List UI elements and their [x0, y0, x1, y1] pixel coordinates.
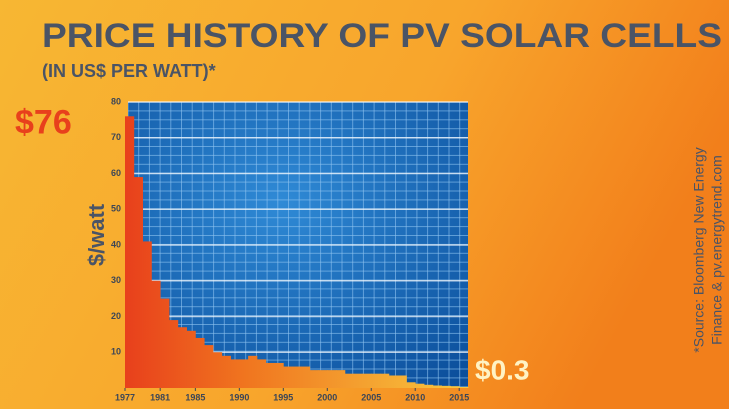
price-step	[318, 370, 327, 388]
price-step	[310, 370, 319, 388]
price-step	[125, 116, 134, 388]
chart-title: PRICE HISTORY OF PV SOLAR CELLS	[42, 17, 722, 55]
price-step	[389, 375, 398, 388]
x-tick-label: 2015	[449, 392, 469, 402]
x-tick-label: 1990	[229, 392, 249, 402]
source-note: Finance & pv.energytrend.com	[709, 155, 725, 345]
y-tick-label: 30	[111, 275, 121, 285]
x-tick-label: 2010	[405, 392, 425, 402]
y-tick-label: 40	[111, 239, 121, 249]
price-step	[143, 241, 152, 388]
price-step	[459, 387, 468, 388]
y-tick-label: 20	[111, 311, 121, 321]
price-step	[204, 345, 213, 388]
price-step	[134, 177, 143, 388]
price-step	[239, 359, 248, 388]
y-tick-label: 50	[111, 204, 121, 214]
price-step	[415, 384, 424, 388]
price-step	[450, 386, 459, 388]
value-label: $76	[15, 103, 72, 141]
price-step	[266, 363, 275, 388]
price-step	[398, 375, 407, 388]
value-label: $0.3	[475, 354, 530, 385]
price-step	[160, 299, 169, 388]
y-tick-label: 10	[111, 347, 121, 357]
price-step	[257, 359, 266, 388]
price-step	[169, 320, 178, 388]
price-step	[442, 386, 451, 388]
y-tick-label: 80	[111, 96, 121, 106]
x-tick-label: 1977	[115, 392, 135, 402]
chart-subtitle: (IN US$ PER WATT)*	[42, 61, 216, 81]
price-step	[433, 385, 442, 388]
y-tick-label: 60	[111, 168, 121, 178]
price-step	[213, 352, 222, 388]
price-step	[248, 356, 257, 388]
price-step	[345, 374, 354, 388]
x-tick-label: 1981	[150, 392, 170, 402]
price-step	[231, 359, 240, 388]
x-tick-label: 2000	[317, 392, 337, 402]
price-step	[283, 367, 292, 388]
price-step	[151, 281, 160, 388]
price-step	[354, 374, 363, 388]
price-step	[222, 356, 231, 388]
price-step	[275, 363, 284, 388]
source-note: *Source: Bloomberg New Energy	[691, 147, 707, 352]
x-tick-label: 1985	[185, 392, 205, 402]
price-step	[406, 382, 415, 388]
price-step	[178, 327, 187, 388]
price-step	[187, 331, 196, 388]
price-step	[195, 338, 204, 388]
price-step	[292, 367, 301, 388]
x-tick-label: 2005	[361, 392, 381, 402]
price-step	[301, 367, 310, 388]
price-step	[327, 370, 336, 388]
price-step	[336, 370, 345, 388]
y-axis-label: $/watt	[84, 203, 109, 266]
y-tick-label: 70	[111, 132, 121, 142]
price-step	[362, 374, 371, 388]
price-step	[380, 374, 389, 388]
price-step	[371, 374, 380, 388]
price-step	[424, 385, 433, 388]
chart: PRICE HISTORY OF PV SOLAR CELLS (IN US$ …	[0, 0, 729, 409]
x-tick-label: 1995	[273, 392, 293, 402]
